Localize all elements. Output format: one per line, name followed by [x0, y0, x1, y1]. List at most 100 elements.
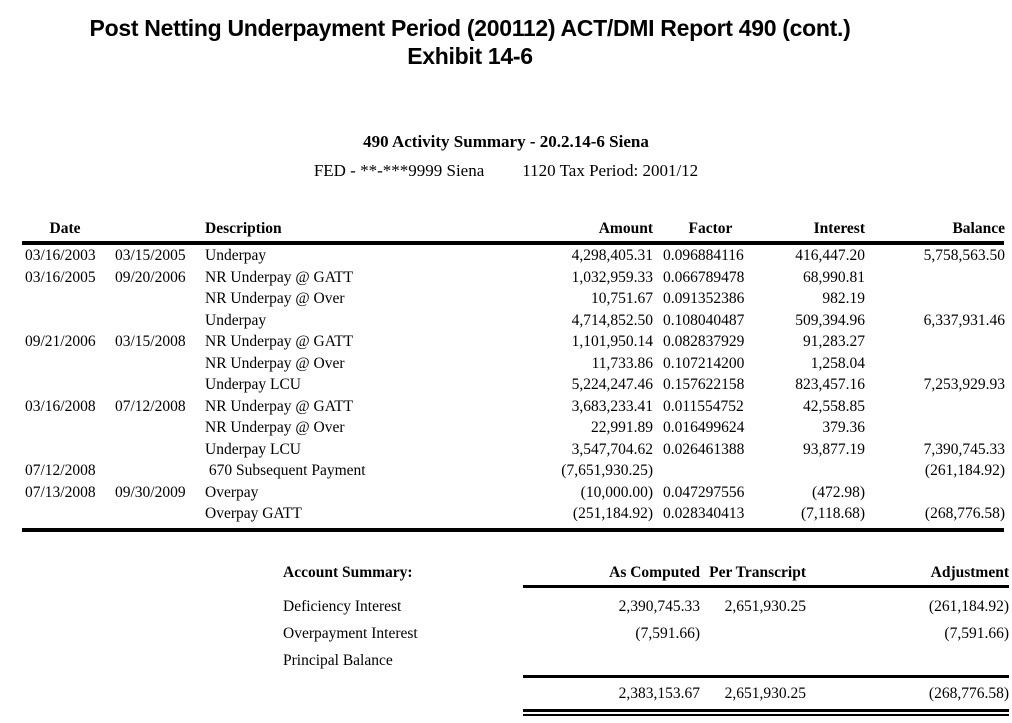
summary-row-label: Overpayment Interest: [283, 624, 418, 642]
factor-cell: 0.082837929: [663, 333, 745, 350]
date-end-cell: 03/15/2008: [115, 333, 186, 350]
summary-total-rule: [523, 674, 1009, 678]
amount-cell: (10,000.00): [580, 483, 653, 501]
col-header-interest: Interest: [813, 220, 865, 237]
exhibit-subtitle: Exhibit 14-6: [407, 43, 533, 69]
table-row: NR Underpay @ Over 11,733.86 0.107214200…: [25, 353, 1005, 375]
amount-cell: 5,224,247.46: [571, 376, 653, 393]
amount-cell: 10,751.67: [591, 290, 653, 307]
table-row: 03/16/2003 03/15/2005 Underpay 4,298,405…: [25, 245, 1005, 267]
col-header-date: Date: [49, 220, 81, 237]
balance-cell: 7,253,929.93: [923, 376, 1005, 393]
summary-header-rule: [523, 584, 1009, 588]
description-cell: Overpay: [205, 483, 259, 501]
summary-row-label: Principal Balance: [283, 651, 393, 669]
date-start-cell: 03/16/2003: [25, 247, 96, 264]
summary-as-computed-cell: (7,591.66): [635, 624, 700, 642]
table-row: 03/16/2008 07/12/2008 NR Underpay @ GATT…: [25, 396, 1005, 418]
total-as-computed: 2,383,153.67: [618, 684, 700, 702]
date-end-cell: 07/12/2008: [115, 397, 186, 415]
description-cell: NR Underpay @ GATT: [205, 397, 354, 415]
col-header-balance: Balance: [952, 220, 1005, 237]
date-start-cell: 07/12/2008: [25, 462, 96, 479]
amount-cell: (251,184.92): [572, 505, 653, 522]
activity-table: Date Description Amount Factor Interest …: [0, 219, 1012, 532]
factor-cell: 0.107214200: [663, 354, 745, 372]
amount-cell: 22,991.89: [591, 419, 653, 436]
table-row: 09/21/2006 03/15/2008 NR Underpay @ GATT…: [25, 331, 1005, 353]
amount-cell: 4,714,852.50: [571, 311, 653, 329]
summary-total-row: 2,383,153.67 2,651,930.25 (268,776.58): [283, 678, 1009, 709]
description-cell: NR Underpay @ Over: [205, 419, 345, 436]
amount-cell: (7,651,930.25): [561, 462, 653, 479]
interest-cell: 823,457.16: [795, 376, 865, 393]
col-header-adjustment: Adjustment: [930, 563, 1009, 581]
description-cell: Underpay: [205, 311, 267, 329]
summary-bottom-rule: [523, 708, 1009, 716]
factor-cell: 0.047297556: [663, 483, 745, 501]
description-cell: NR Underpay @ Over: [205, 290, 345, 307]
amount-cell: 3,683,233.41: [571, 397, 653, 415]
taxpayer-id: FED - **-***9999 Siena: [313, 161, 485, 180]
total-adjustment: (268,776.58): [928, 684, 1009, 702]
interest-cell: 416,447.20: [795, 247, 865, 264]
balance-cell: 5,758,563.50: [923, 247, 1005, 264]
col-header-description: Description: [205, 220, 282, 237]
activity-table-header: Date Description Amount Factor Interest …: [25, 219, 1006, 239]
interest-cell: 509,394.96: [795, 311, 865, 329]
balance-cell: 7,390,745.33: [923, 440, 1005, 458]
interest-cell: 93,877.19: [803, 440, 865, 458]
summary-adjustment-cell: (261,184.92): [928, 597, 1009, 615]
interest-cell: 42,558.85: [803, 397, 865, 415]
factor-cell: 0.108040487: [663, 311, 745, 329]
description-cell: Underpay: [205, 247, 267, 264]
summary-as-computed-cell: 2,390,745.33: [618, 597, 700, 615]
summary-row-label: Deficiency Interest: [283, 597, 402, 615]
interest-cell: 982.19: [822, 290, 865, 307]
factor-cell: 0.066789478: [663, 268, 745, 286]
table-row: Underpay LCU 5,224,247.46 0.157622158 82…: [25, 374, 1005, 396]
summary-row: Principal Balance: [283, 647, 1009, 674]
date-end-cell: 03/15/2005: [115, 247, 186, 264]
account-summary: Account Summary: As Computed Per Transcr…: [283, 562, 1009, 716]
col-header-amount: Amount: [598, 220, 653, 237]
title-block: Post Netting Underpayment Period (200112…: [0, 14, 940, 70]
description-cell: Overpay GATT: [205, 505, 302, 522]
table-header-rule: [22, 241, 1004, 245]
description-cell: Underpay LCU: [205, 440, 301, 458]
balance-cell: (268,776.58): [924, 505, 1005, 522]
factor-cell: 0.091352386: [663, 290, 745, 307]
account-summary-label: Account Summary:: [283, 563, 413, 581]
summary-adjustment-cell: (7,591.66): [944, 624, 1009, 642]
table-row: NR Underpay @ Over 10,751.67 0.091352386…: [25, 288, 1005, 310]
factor-cell: 0.026461388: [663, 440, 745, 458]
balance-cell: 6,337,931.46: [923, 311, 1005, 329]
interest-cell: 379.36: [822, 419, 865, 436]
table-row: Underpay 4,714,852.50 0.108040487 509,39…: [25, 310, 1005, 332]
summary-row: Deficiency Interest 2,390,745.33 2,651,9…: [283, 593, 1009, 620]
activity-table-body: 03/16/2003 03/15/2005 Underpay 4,298,405…: [0, 245, 1012, 525]
table-row: 07/13/2008 09/30/2009 Overpay (10,000.00…: [25, 482, 1005, 504]
description-cell: NR Underpay @ GATT: [205, 333, 354, 350]
date-start-cell: 03/16/2005: [25, 268, 96, 286]
col-header-factor: Factor: [688, 220, 733, 237]
account-summary-header: Account Summary: As Computed Per Transcr…: [283, 562, 1009, 584]
date-end-cell: 09/20/2006: [115, 268, 186, 286]
factor-cell: 0.096884116: [663, 247, 744, 264]
description-cell: 670 Subsequent Payment: [205, 462, 366, 479]
factor-cell: 0.157622158: [663, 376, 745, 393]
account-summary-body: Deficiency Interest 2,390,745.33 2,651,9…: [283, 593, 1009, 674]
table-bottom-rule: [22, 527, 1004, 532]
table-row: Overpay GATT (251,184.92) 0.028340413 (7…: [25, 503, 1005, 525]
date-start-cell: 07/13/2008: [25, 483, 96, 501]
amount-cell: 1,032,959.33: [571, 268, 653, 286]
interest-cell: (7,118.68): [801, 505, 865, 522]
table-row: 03/16/2005 09/20/2006 NR Underpay @ GATT…: [25, 267, 1005, 289]
interest-cell: (472.98): [812, 483, 865, 501]
factor-cell: 0.011554752: [663, 397, 744, 415]
date-start-cell: 09/21/2006: [25, 333, 96, 350]
interest-cell: 1,258.04: [810, 354, 865, 372]
date-end-cell: 09/30/2009: [115, 483, 186, 501]
total-per-transcript: 2,651,930.25: [724, 684, 806, 702]
